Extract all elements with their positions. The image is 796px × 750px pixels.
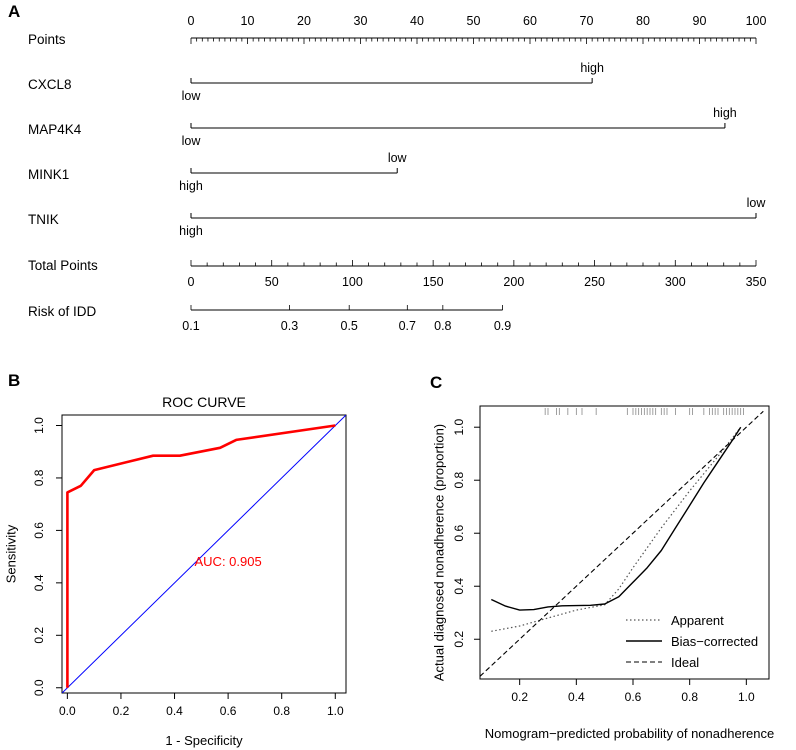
points-tick-label: 90 — [693, 14, 707, 28]
variable-end-label: high — [713, 106, 737, 120]
roc-y-tick-label: 0.8 — [32, 469, 46, 486]
cal-y-tick-label: 0.6 — [452, 525, 466, 542]
points-axis-label: Points — [28, 32, 66, 47]
roc-y-tick-label: 0.6 — [32, 522, 46, 539]
ideal-line — [480, 410, 764, 677]
variable-start-label: high — [179, 179, 203, 193]
variable-end-label: low — [388, 151, 408, 165]
roc-plot-frame — [61, 414, 347, 694]
cal-x-tick-label: 0.4 — [568, 690, 585, 704]
cal-y-tick-label: 0.4 — [452, 578, 466, 595]
points-tick-label: 100 — [746, 14, 767, 28]
roc-y-tick-label: 0.2 — [32, 627, 46, 644]
roc-title: ROC CURVE — [162, 394, 246, 410]
total-points-tick-label: 300 — [665, 275, 686, 289]
cal-x-label: Nomogram−predicted probability of nonadh… — [485, 726, 774, 741]
roc-x-tick-label: 0.8 — [273, 704, 290, 718]
calibration-chart: 0.2 0.4 0.6 0.8 1.0 0.2 0.4 0.6 0.8 1.0 Nomogram−p… — [431, 405, 774, 741]
cal-x-tick-label: 0.2 — [511, 690, 528, 704]
points-tick-label: 50 — [467, 14, 481, 28]
roc-x-tick-label: 0.6 — [220, 704, 237, 718]
bias-corrected-line — [491, 426, 742, 611]
variable-end-label: high — [580, 61, 604, 75]
variable-start-label: low — [182, 89, 202, 103]
variable-label-tnik: TNIK — [28, 212, 59, 227]
points-tick-label: 70 — [580, 14, 594, 28]
points-tick-label: 10 — [241, 14, 255, 28]
roc-x-tick-label: 0.0 — [59, 704, 76, 718]
roc-reference-line — [62, 415, 346, 693]
legend-label: Apparent — [671, 613, 724, 628]
total-points-tick-label: 250 — [584, 275, 605, 289]
cal-y-label: Actual diagnosed nonadherence (proportio… — [431, 424, 446, 681]
risk-tick-label: 0.5 — [341, 319, 358, 333]
panel-label-b: B — [8, 371, 20, 390]
cal-plot-frame — [479, 405, 770, 680]
roc-x-label: 1 - Specificity — [165, 733, 243, 748]
points-tick-label: 0 — [188, 14, 195, 28]
total-points-tick-label: 50 — [265, 275, 279, 289]
nomogram: Points 0 10 20 30 40 50 60 70 80 90 100 CXCL8 low high… — [28, 14, 766, 333]
variable-label-map4k4: MAP4K4 — [28, 122, 82, 137]
cal-x-tick-label: 1.0 — [738, 690, 755, 704]
roc-y-tick-label: 0.4 — [32, 574, 46, 591]
total-points-tick-label: 200 — [503, 275, 524, 289]
total-points-tick-label: 0 — [188, 275, 195, 289]
variable-start-label: low — [182, 134, 202, 148]
apparent-line — [491, 426, 742, 632]
total-points-tick-label: 100 — [342, 275, 363, 289]
risk-tick-label: 0.7 — [399, 319, 416, 333]
roc-x-tick-label: 1.0 — [327, 704, 344, 718]
points-tick-label: 60 — [523, 14, 537, 28]
total-points-tick-label: 350 — [746, 275, 767, 289]
roc-y-label: Sensitivity — [3, 524, 18, 583]
variable-end-label: low — [747, 196, 767, 210]
roc-y-tick-label: 1.0 — [32, 417, 46, 434]
roc-x-tick-label: 0.2 — [113, 704, 130, 718]
risk-tick-label: 0.9 — [494, 319, 511, 333]
auc-annotation: AUC: 0.905 — [195, 554, 262, 569]
legend-label: Ideal — [671, 655, 699, 670]
cal-y-tick-label: 0.2 — [452, 631, 466, 648]
risk-tick-label: 0.1 — [182, 319, 199, 333]
panel-label-c: C — [430, 373, 442, 392]
variable-label-cxcl8: CXCL8 — [28, 77, 72, 92]
legend-label: Bias−corrected — [671, 634, 758, 649]
risk-axis-label: Risk of IDD — [28, 304, 97, 319]
points-tick-label: 40 — [410, 14, 424, 28]
cal-x-tick-label: 0.6 — [625, 690, 642, 704]
panel-label-a: A — [8, 2, 20, 21]
points-tick-label: 20 — [297, 14, 311, 28]
points-tick-label: 30 — [354, 14, 368, 28]
roc-y-tick-label: 0.0 — [32, 679, 46, 696]
points-tick-label: 80 — [636, 14, 650, 28]
roc-x-tick-label: 0.4 — [166, 704, 183, 718]
roc-curve-line — [66, 424, 336, 688]
cal-x-tick-label: 0.8 — [681, 690, 698, 704]
total-points-tick-label: 150 — [423, 275, 444, 289]
variable-start-label: high — [179, 224, 203, 238]
risk-tick-label: 0.3 — [281, 319, 298, 333]
cal-y-tick-label: 1.0 — [452, 419, 466, 436]
roc-chart: 0.0 0.0 0.2 0.2 0.4 0.4 0.6 0.6 0.8 0.8 1.0 1.0 ROC … — [3, 394, 347, 748]
risk-tick-label: 0.8 — [434, 319, 451, 333]
variable-label-mink1: MINK1 — [28, 167, 69, 182]
cal-y-tick-label: 0.8 — [452, 472, 466, 489]
total-points-label: Total Points — [28, 258, 98, 273]
